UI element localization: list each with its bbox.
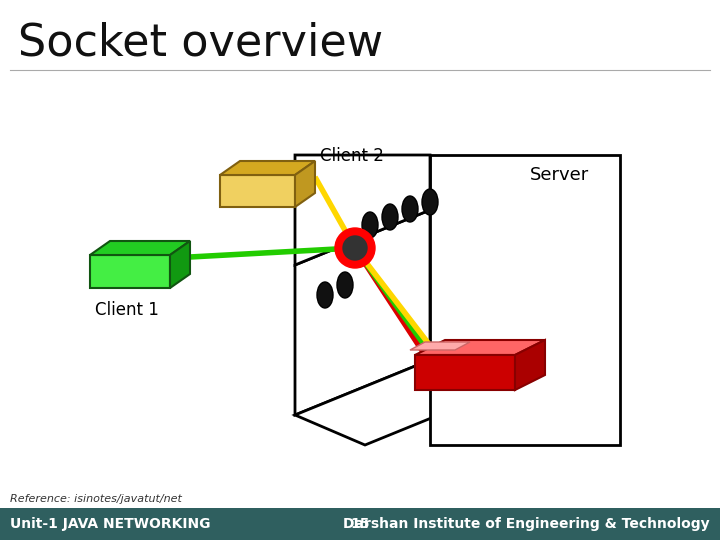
Polygon shape bbox=[220, 161, 315, 175]
Circle shape bbox=[343, 236, 367, 260]
Text: Client 1: Client 1 bbox=[95, 301, 159, 319]
Ellipse shape bbox=[422, 189, 438, 215]
Polygon shape bbox=[295, 360, 500, 445]
Text: Server: Server bbox=[530, 166, 589, 184]
Ellipse shape bbox=[402, 196, 418, 222]
Polygon shape bbox=[295, 210, 430, 415]
Polygon shape bbox=[415, 340, 545, 355]
Ellipse shape bbox=[317, 282, 333, 308]
Polygon shape bbox=[430, 155, 620, 445]
Text: Darshan Institute of Engineering & Technology: Darshan Institute of Engineering & Techn… bbox=[343, 517, 710, 531]
Text: Socket overview: Socket overview bbox=[18, 22, 383, 65]
Polygon shape bbox=[295, 161, 315, 207]
Circle shape bbox=[335, 228, 375, 268]
Text: Client 2: Client 2 bbox=[320, 147, 384, 165]
Polygon shape bbox=[295, 155, 430, 265]
Text: Unit-1 JAVA NETWORKING: Unit-1 JAVA NETWORKING bbox=[10, 517, 210, 531]
Ellipse shape bbox=[337, 272, 353, 298]
Polygon shape bbox=[170, 241, 190, 288]
Polygon shape bbox=[410, 342, 470, 350]
Polygon shape bbox=[220, 175, 295, 207]
Text: 15: 15 bbox=[350, 517, 370, 531]
Bar bbox=[0, 508, 720, 540]
Ellipse shape bbox=[382, 204, 398, 230]
Polygon shape bbox=[90, 255, 170, 288]
Polygon shape bbox=[90, 241, 190, 255]
Polygon shape bbox=[515, 340, 545, 390]
Text: Reference: isinotes/javatut/net: Reference: isinotes/javatut/net bbox=[10, 494, 182, 504]
Ellipse shape bbox=[362, 212, 378, 238]
Polygon shape bbox=[415, 355, 515, 390]
